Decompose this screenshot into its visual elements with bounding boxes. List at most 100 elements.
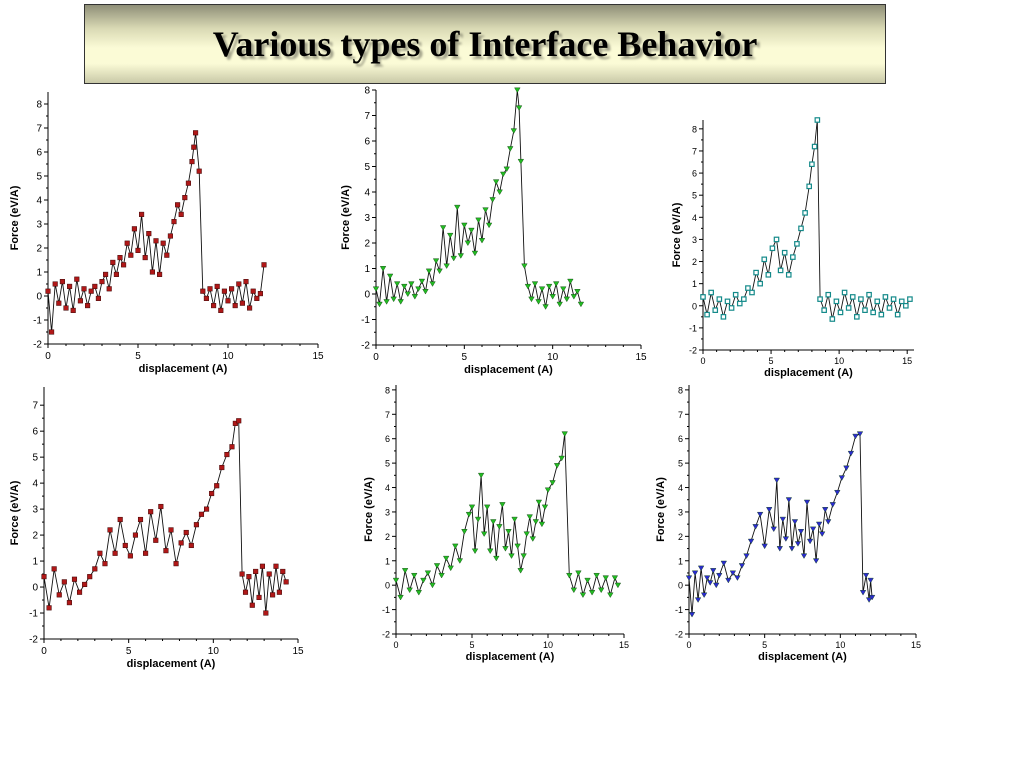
y-tick-label: 2 — [692, 257, 697, 267]
data-point — [528, 296, 535, 303]
data-point — [221, 288, 227, 294]
data-point — [492, 179, 500, 185]
data-point — [461, 222, 468, 229]
data-point — [224, 451, 230, 458]
chart-5: -2 -1 0 1 2 3 4 5 6 7 8 0 5 10 15 displacement (A) Force… — [363, 385, 629, 663]
data-point — [70, 307, 76, 313]
data-point — [447, 232, 454, 239]
data-point — [514, 543, 521, 550]
data-point — [461, 529, 468, 535]
data-point — [146, 231, 152, 237]
data-point — [87, 574, 93, 580]
data-point — [502, 546, 509, 552]
x-tick-label: 10 — [543, 640, 553, 650]
data-point — [218, 307, 224, 313]
data-point — [724, 298, 731, 305]
data-point — [250, 288, 256, 294]
y-axis-title: Force (eV/A) — [340, 185, 352, 250]
data-point — [734, 575, 741, 581]
data-point — [738, 563, 746, 569]
data-point — [41, 574, 47, 580]
data-point — [164, 252, 170, 258]
data-point — [814, 117, 821, 123]
chart-2: -2 -1 0 1 2 3 4 5 6 7 8 0 5 10 15 displacement (A) Force… — [340, 86, 647, 377]
y-tick-label: 4 — [385, 483, 390, 493]
y-tick-label: 4 — [32, 479, 38, 490]
data-point — [720, 560, 727, 567]
data-point — [575, 570, 582, 576]
data-point — [131, 226, 137, 232]
data-point — [143, 550, 149, 556]
data-point — [493, 555, 500, 562]
data-point — [797, 529, 805, 535]
data-point — [867, 577, 874, 584]
data-point — [732, 291, 739, 298]
data-point — [443, 263, 450, 269]
data-point — [862, 573, 870, 579]
y-tick-label: 3 — [36, 220, 42, 231]
data-point — [66, 600, 72, 606]
data-point — [438, 573, 445, 579]
chart-4: -2 -1 0 1 2 3 4 5 6 7 0 5 10 15 displacement (A) Force … — [9, 387, 304, 670]
data-point — [520, 553, 527, 559]
y-tick-label: -1 — [361, 315, 370, 326]
data-point — [232, 420, 238, 426]
data-point — [593, 573, 600, 579]
x-tick-label: 15 — [619, 640, 629, 650]
data-point — [117, 516, 123, 523]
x-tick-label: 0 — [686, 640, 691, 650]
data-point — [859, 590, 867, 596]
y-tick-label: 4 — [678, 483, 683, 493]
data-point — [232, 303, 238, 309]
data-point — [541, 504, 549, 511]
data-point — [490, 519, 497, 525]
data-point — [408, 281, 415, 287]
y-tick-label: 4 — [364, 188, 370, 199]
y-tick-label: 5 — [36, 172, 42, 183]
data-point — [425, 268, 433, 275]
data-point — [383, 299, 390, 305]
data-point — [856, 431, 864, 437]
series-line — [43, 419, 287, 614]
data-point — [688, 612, 696, 618]
y-tick-label: 8 — [385, 385, 390, 395]
y-tick-label: 1 — [385, 556, 390, 566]
data-point — [779, 516, 786, 523]
data-point — [756, 511, 764, 518]
data-point — [753, 269, 759, 276]
data-point — [92, 283, 98, 289]
data-point — [561, 431, 568, 437]
data-point — [477, 472, 485, 479]
data-point — [415, 590, 422, 596]
data-point — [852, 433, 859, 440]
data-point — [92, 566, 98, 572]
data-point — [523, 531, 530, 537]
data-point — [607, 592, 614, 598]
data-point — [819, 531, 826, 537]
data-point — [700, 592, 708, 598]
data-point — [890, 296, 897, 302]
data-point — [496, 524, 503, 530]
data-point — [770, 526, 777, 533]
data-point — [257, 291, 263, 297]
y-tick-label: 3 — [385, 507, 390, 517]
y-tick-label: -2 — [382, 630, 390, 640]
data-point — [785, 497, 793, 503]
data-point — [798, 225, 804, 232]
data-point — [135, 247, 141, 253]
x-tick-label: 10 — [834, 356, 844, 366]
data-point — [436, 268, 443, 275]
data-point — [553, 281, 560, 287]
data-point — [429, 281, 436, 287]
data-point — [505, 529, 512, 535]
data-point — [829, 316, 836, 322]
data-point — [51, 566, 57, 572]
data-point — [158, 503, 164, 510]
data-point — [481, 531, 488, 537]
data-point — [59, 279, 65, 285]
data-point — [178, 211, 184, 217]
data-point — [716, 296, 723, 302]
data-point — [447, 565, 454, 572]
data-point — [153, 238, 159, 244]
data-point — [825, 291, 832, 298]
